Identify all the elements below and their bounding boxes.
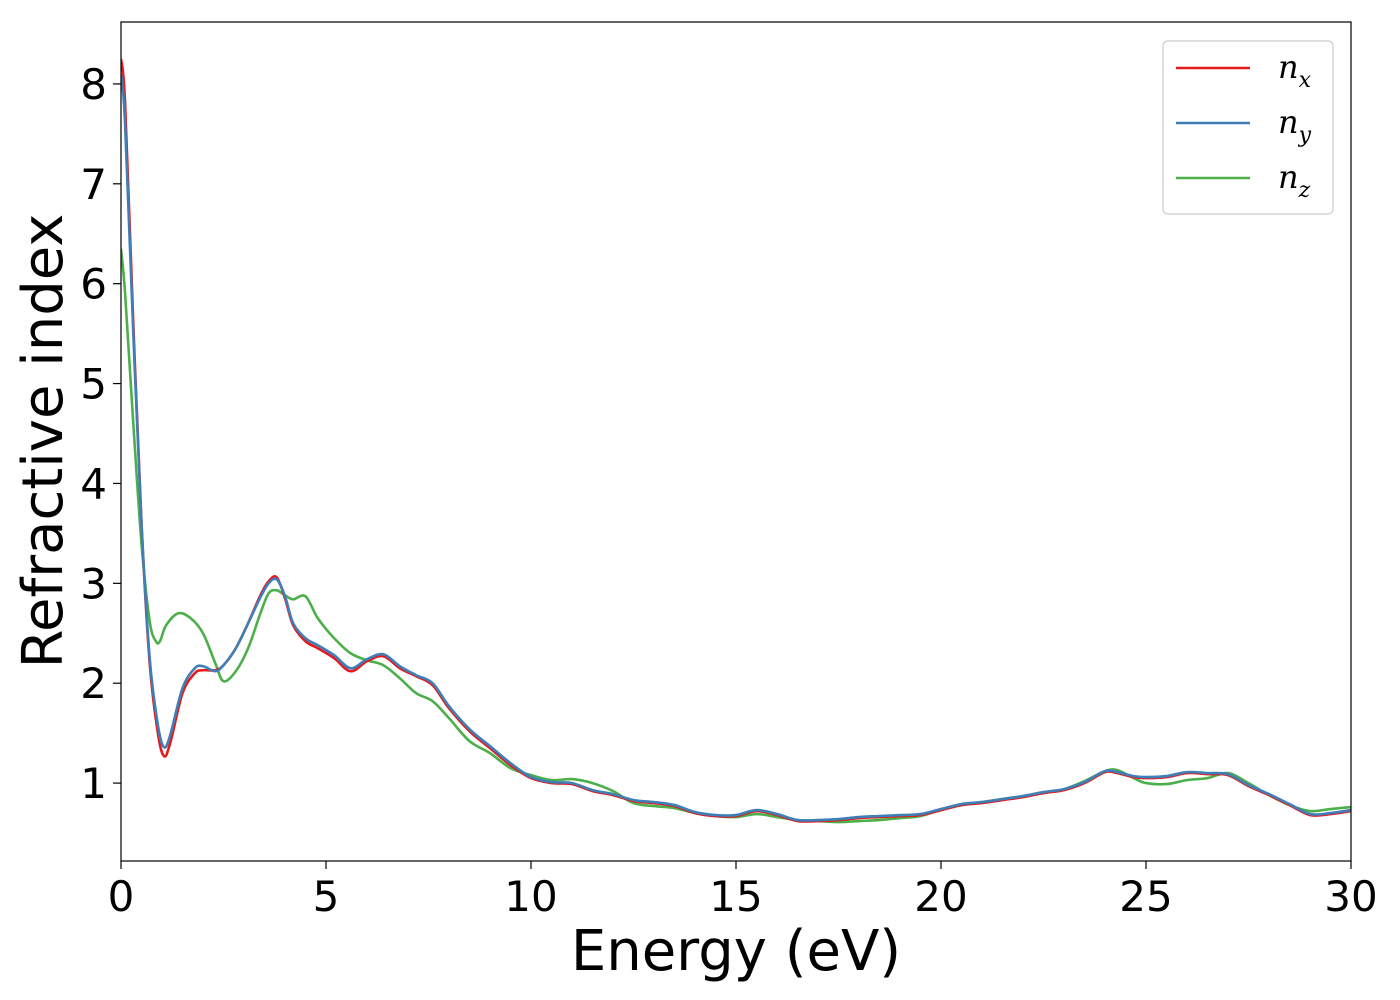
legend-label-base: n <box>1278 48 1299 86</box>
y-tick-label: 2 <box>80 659 107 708</box>
x-axis-ticks: 0 5 10 15 20 25 30 <box>108 861 1378 921</box>
x-axis-title: Energy (eV) <box>571 919 901 984</box>
x-tick-label: 5 <box>313 872 340 921</box>
y-tick-label: 3 <box>80 559 107 608</box>
y-tick-label: 6 <box>80 260 107 309</box>
y-tick-label: 7 <box>80 160 107 209</box>
y-tick-label: 8 <box>80 60 107 109</box>
series-line-y <box>121 73 1351 822</box>
legend-label-subscript: y <box>1298 123 1312 148</box>
legend-label-y: ny <box>1278 103 1312 148</box>
x-tick-label: 10 <box>504 872 557 921</box>
legend-box <box>1162 40 1334 215</box>
y-axis-ticks: 1 2 3 4 5 6 7 8 <box>80 60 121 808</box>
legend-label-base: n <box>1278 158 1299 196</box>
y-axis-title: Refractive index <box>11 214 76 669</box>
series-line-z <box>121 248 1351 824</box>
legend-label-base: n <box>1278 103 1299 141</box>
series-layer <box>121 58 1351 824</box>
x-tick-label: 0 <box>108 872 135 921</box>
x-tick-label: 20 <box>914 872 967 921</box>
legend-label-z: nz <box>1278 158 1311 203</box>
y-tick-label: 4 <box>80 459 107 508</box>
legend-label-subscript: z <box>1298 178 1311 203</box>
x-tick-label: 30 <box>1324 872 1377 921</box>
y-tick-label: 5 <box>80 360 107 409</box>
y-tick-label: 1 <box>80 759 107 808</box>
x-tick-label: 25 <box>1119 872 1172 921</box>
legend-label-x: nx <box>1278 48 1312 93</box>
legend-label-subscript: x <box>1299 68 1312 93</box>
x-tick-label: 15 <box>709 872 762 921</box>
